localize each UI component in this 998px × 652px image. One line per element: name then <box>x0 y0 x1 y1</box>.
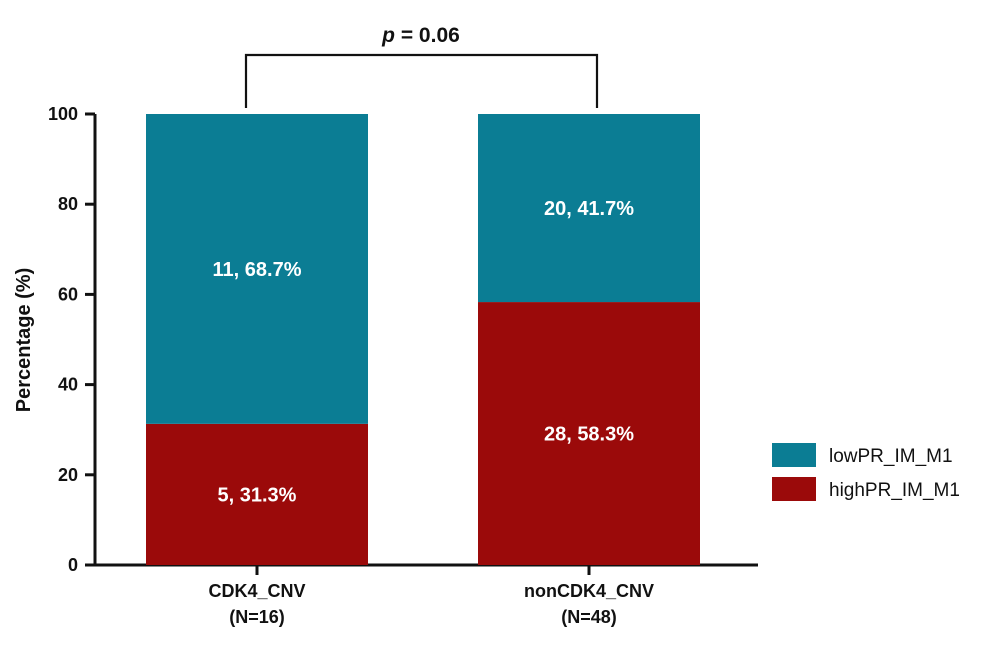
p-value-text: = 0.06 <box>395 24 460 47</box>
p-value-label: p = 0.06 <box>381 24 460 47</box>
bar-lowPR_IM_M1-1 <box>478 114 700 303</box>
y-tick-label: 20 <box>58 465 78 485</box>
x-category-label: nonCDK4_CNV <box>524 581 654 601</box>
bar-data-label: 20, 41.7% <box>544 198 634 220</box>
bars-group <box>146 114 700 565</box>
bar-data-label: 11, 68.7% <box>213 259 302 281</box>
x-category-label: CDK4_CNV <box>208 581 305 601</box>
bar-highPR_IM_M1-1 <box>478 302 700 565</box>
significance-bracket <box>244 53 599 108</box>
y-axis-label: Percentage (%) <box>13 268 35 413</box>
bar-data-label: 5, 31.3% <box>218 484 297 506</box>
x-axis-labels: CDK4_CNV (N=16) nonCDK4_CNV (N=48) <box>208 565 654 627</box>
legend: lowPR_IM_M1 highPR_IM_M1 <box>772 443 960 501</box>
bar-highPR_IM_M1-0 <box>146 423 368 565</box>
bar-lowPR_IM_M1-0 <box>146 114 368 424</box>
y-tick-label: 40 <box>58 375 78 395</box>
y-tick-label: 100 <box>48 104 78 124</box>
y-axis-ticks: 0 20 40 60 80 100 <box>48 104 95 575</box>
p-symbol: p <box>381 24 395 47</box>
legend-label: highPR_IM_M1 <box>829 480 960 501</box>
legend-label: lowPR_IM_M1 <box>829 446 953 467</box>
bar-data-label: 28, 58.3% <box>544 424 634 446</box>
y-tick-label: 0 <box>68 555 78 575</box>
legend-swatch-lowPR_IM_M1 <box>772 443 816 467</box>
y-tick-label: 60 <box>58 284 78 304</box>
x-category-count: (N=48) <box>561 607 617 627</box>
bar-labels-group: 5, 31.3% 11, 68.7% 28, 58.3% 20, 41.7% <box>213 198 635 506</box>
x-category-count: (N=16) <box>229 607 285 627</box>
y-tick-label: 80 <box>58 194 78 214</box>
legend-swatch-highPR_IM_M1 <box>772 477 816 501</box>
